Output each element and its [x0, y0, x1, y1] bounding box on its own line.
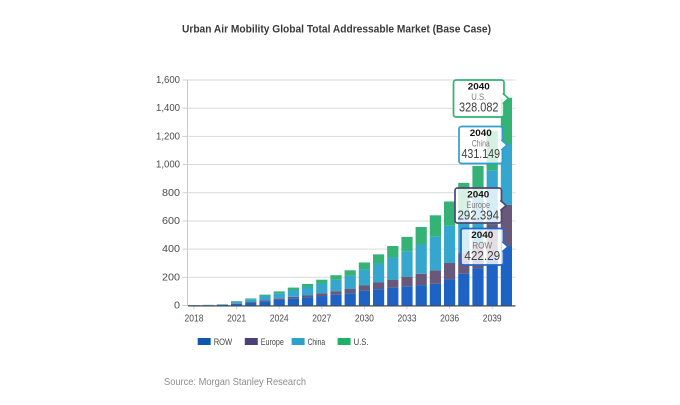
svg-text:2021: 2021	[227, 314, 246, 325]
svg-text:Europe: Europe	[261, 337, 284, 347]
svg-text:2024: 2024	[270, 314, 289, 325]
svg-text:600: 600	[162, 216, 180, 227]
svg-text:2027: 2027	[312, 314, 331, 325]
svg-text:2040: 2040	[471, 230, 493, 240]
svg-text:0: 0	[174, 301, 180, 312]
svg-text:1,600: 1,600	[156, 75, 180, 86]
svg-text:1,000: 1,000	[156, 160, 180, 171]
svg-text:1,200: 1,200	[156, 131, 180, 142]
svg-text:Urban Air Mobility Global Tota: Urban Air Mobility Global Total Addressa…	[182, 24, 491, 36]
svg-text:U.S.: U.S.	[354, 337, 369, 347]
svg-text:2033: 2033	[398, 314, 417, 325]
svg-text:2040: 2040	[468, 81, 490, 91]
svg-text:400: 400	[162, 244, 180, 255]
svg-text:2036: 2036	[440, 314, 459, 325]
svg-text:1,400: 1,400	[156, 103, 180, 114]
svg-text:200: 200	[162, 272, 180, 283]
svg-text:2040: 2040	[470, 128, 492, 138]
svg-text:2018: 2018	[185, 314, 204, 325]
svg-text:China: China	[308, 337, 326, 347]
svg-text:800: 800	[162, 188, 180, 199]
svg-text:2040: 2040	[467, 189, 489, 199]
svg-text:2039: 2039	[483, 314, 502, 325]
svg-text:292.394: 292.394	[458, 208, 500, 223]
svg-text:431.149: 431.149	[462, 146, 501, 161]
svg-text:422.29: 422.29	[464, 248, 500, 263]
svg-text:Source: Morgan Stanley Researc: Source: Morgan Stanley Research	[164, 376, 306, 388]
svg-text:328.082: 328.082	[459, 100, 499, 115]
svg-text:2030: 2030	[355, 314, 374, 325]
svg-text:ROW: ROW	[214, 337, 233, 347]
